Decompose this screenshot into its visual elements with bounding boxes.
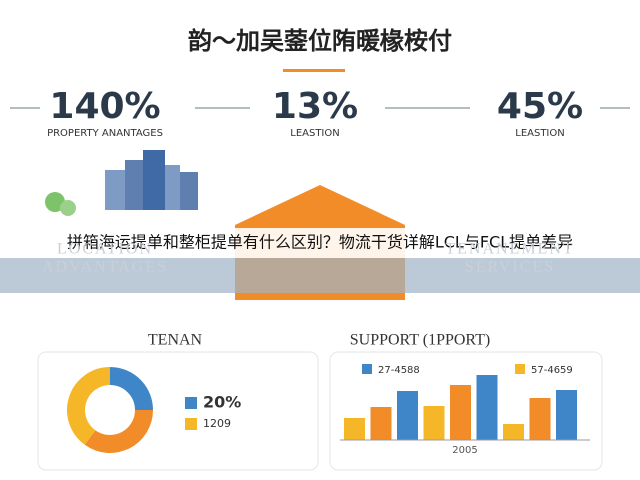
bar [529, 398, 551, 440]
bar [423, 406, 445, 440]
donut-segment [84, 409, 153, 453]
banner-faint: LOCATION ADVANTAGES TENANEMENT SERVICES [42, 241, 574, 276]
faint-text: TENANEMENT [445, 241, 574, 258]
bar [450, 385, 471, 440]
bars-title: SUPPORT (1PPORT) [350, 332, 491, 349]
legend-swatch [515, 364, 525, 374]
legend-label: 1209 [203, 417, 231, 430]
faint-text: LOCATION [57, 241, 153, 258]
legend-label: 20% [203, 393, 241, 412]
legend-swatch [185, 397, 197, 409]
faint-text: ADVANTAGES [42, 259, 168, 276]
stat-label: LEASTION [515, 128, 565, 139]
title: 韵～加吴蓥位陏暖椽桉付 [188, 27, 452, 55]
legend-swatch [362, 364, 372, 374]
bar [370, 407, 392, 440]
caption: 拼箱海运提单和整柜提单有什么区别？物流干货详解LCL与FCL提单差异 [67, 233, 573, 252]
stat-label: LEASTION [290, 128, 340, 139]
donut-segment [109, 367, 153, 411]
caption-band [0, 228, 640, 258]
legend-label: 57-4659 [531, 365, 573, 376]
donut-segment [67, 367, 111, 445]
stat-label: PROPERTY ANANTAGES [47, 128, 163, 139]
bar [503, 424, 524, 440]
stat-value: 45% [497, 86, 583, 127]
stat-value: 13% [272, 86, 358, 127]
bar [556, 390, 577, 440]
legend-label: 27-4588 [378, 365, 420, 376]
legend-swatch [185, 418, 197, 430]
stat-value: 140% [49, 86, 160, 127]
x-label: 2005 [452, 445, 477, 456]
title-underline [283, 69, 345, 72]
bar [476, 375, 498, 440]
bar [397, 391, 418, 440]
banner-band [0, 258, 640, 293]
bar [344, 418, 365, 440]
buildings [45, 150, 198, 216]
faint-text: SERVICES [465, 259, 555, 276]
donut-title: TENAN [148, 332, 203, 349]
